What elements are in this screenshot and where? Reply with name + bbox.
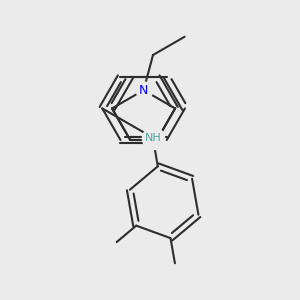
Text: N: N [139,84,148,97]
Text: NH: NH [144,133,161,142]
